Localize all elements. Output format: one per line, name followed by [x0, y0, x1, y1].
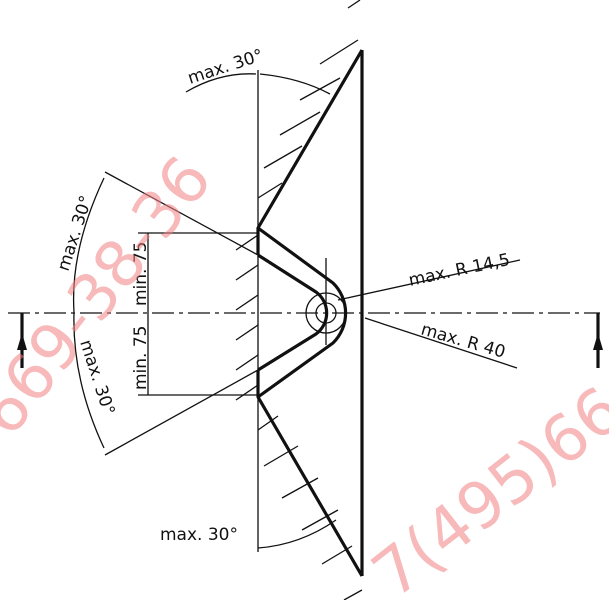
radius-label: max. R 40 [419, 320, 508, 363]
watermark: 7(495)66 [359, 373, 609, 600]
construction-lines [72, 70, 521, 552]
dimension-label: min. 75 [131, 242, 151, 307]
angle-label: max. 30° [185, 46, 265, 89]
dimension-label: min. 75 [131, 326, 151, 391]
center-line [8, 312, 603, 368]
angle-label: max. 30° [160, 525, 238, 545]
radius-label: max. R 14,5 [407, 250, 512, 291]
hatching [235, 0, 363, 600]
